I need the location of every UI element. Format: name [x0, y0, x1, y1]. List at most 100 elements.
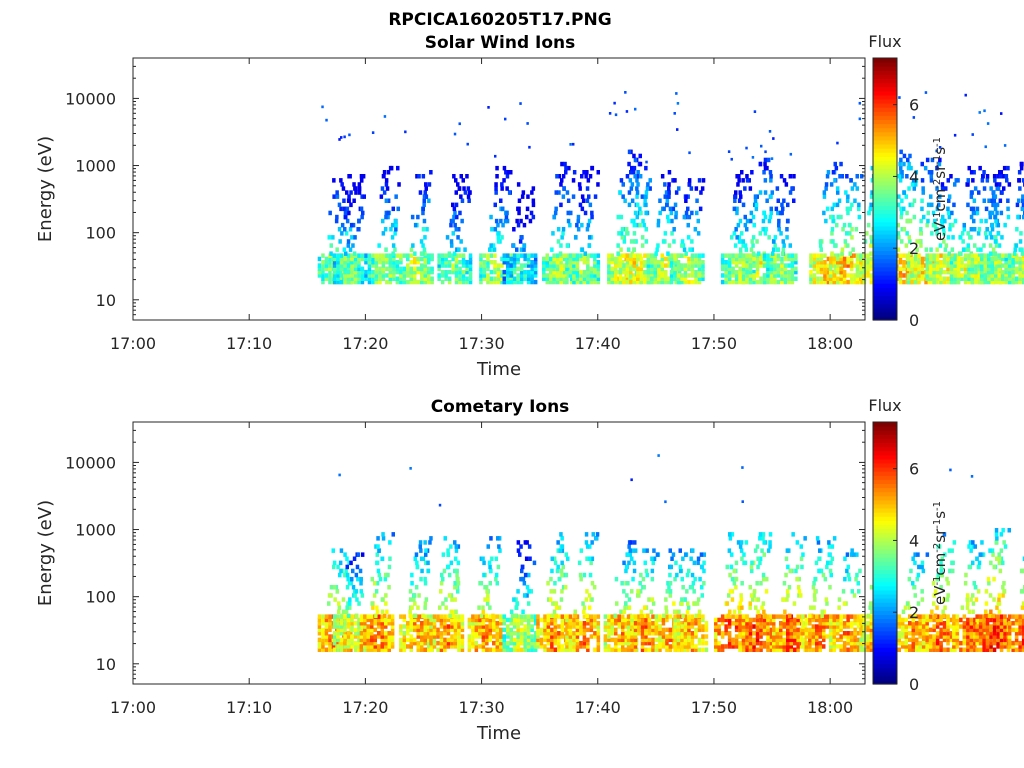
spectrogram-cell [450, 624, 454, 629]
spectrogram-cell [622, 227, 627, 232]
spectrogram-cell [456, 544, 461, 549]
spectrogram-cell [437, 260, 441, 265]
spectrogram-cell [413, 276, 417, 281]
spectrogram-cell [488, 564, 492, 570]
spectrogram-cell [819, 260, 824, 265]
spectrogram-cell [558, 548, 563, 553]
spectrogram-cell [499, 647, 503, 652]
spectrogram-cell [354, 186, 358, 191]
spectrogram-cell [454, 276, 459, 281]
spectrogram-cell [784, 182, 789, 187]
spectrogram-cell [866, 256, 870, 262]
spectrogram-cell [423, 276, 427, 281]
spectrogram-cell [471, 614, 475, 619]
spectrogram-cell [387, 644, 391, 649]
spectrogram-cell [467, 634, 472, 639]
spectrogram-cell [568, 644, 573, 649]
spectrogram-cell [317, 266, 322, 272]
spectrogram-cell [388, 556, 392, 561]
spectrogram-cell [1006, 214, 1011, 220]
spectrogram-cell [366, 614, 370, 619]
spectrogram-cell [906, 157, 910, 163]
spectrogram-cell [621, 614, 625, 619]
spectrogram-cell [844, 190, 848, 195]
spectrogram-cell [585, 544, 590, 549]
spectrogram-cell [357, 624, 361, 629]
spectrogram-cell [680, 637, 684, 643]
spectrogram-cell [1011, 260, 1015, 265]
spectrogram-cell [646, 256, 651, 262]
spectrogram-cell [667, 263, 671, 268]
spectrogram-cell [338, 138, 341, 141]
spectrogram-cell [399, 644, 403, 649]
spectrogram-cell [576, 218, 580, 224]
spectrogram-cell [926, 210, 930, 216]
spectrogram-cell [429, 637, 433, 643]
spectrogram-cell [585, 589, 589, 594]
spectrogram-cell [420, 273, 424, 278]
spectrogram-cell [357, 186, 362, 191]
spectrogram-cell [787, 256, 791, 262]
spectrogram-cell [496, 266, 501, 272]
spectrogram-cell [443, 647, 447, 652]
colorbar-swatch [873, 283, 897, 288]
spectrogram-cell [639, 613, 643, 619]
spectrogram-cell [1014, 276, 1019, 281]
spectrogram-cell [590, 210, 594, 216]
spectrogram-cell [453, 624, 458, 629]
spectrogram-cell [392, 263, 396, 268]
spectrogram-cell [1000, 273, 1005, 278]
spectrogram-cell [483, 597, 487, 602]
spectrogram-cell [582, 273, 587, 278]
spectrogram-cell [935, 273, 940, 278]
spectrogram-cell [348, 605, 352, 610]
spectrogram-cell [660, 266, 664, 272]
spectrogram-cell [669, 273, 674, 278]
spectrogram-cell [321, 637, 325, 643]
spectrogram-cell [727, 266, 732, 272]
spectrogram-cell [561, 231, 565, 236]
spectrogram-cell [920, 263, 925, 268]
spectrogram-cell [423, 647, 427, 652]
spectrogram-cell [336, 627, 340, 633]
spectrogram-cell [451, 202, 455, 208]
spectrogram-cell [463, 190, 468, 195]
colorbar-swatch [873, 70, 897, 75]
spectrogram-cell [353, 647, 358, 652]
spectrogram-cell [453, 540, 457, 545]
spectrogram-cell [560, 161, 564, 167]
spectrogram-cell [963, 276, 968, 281]
spectrogram-cell [339, 206, 343, 212]
spectrogram-cell [686, 222, 690, 228]
spectrogram-cell [392, 273, 396, 278]
spectrogram-cell [870, 239, 874, 244]
spectrogram-cell [336, 624, 340, 629]
spectrogram-cell [900, 174, 904, 179]
spectrogram-cell [773, 260, 777, 265]
spectrogram-cell [920, 273, 925, 278]
spectrogram-cell [392, 269, 396, 275]
spectrogram-cell [661, 644, 666, 649]
spectrogram-cell [468, 190, 472, 195]
spectrogram-cell [582, 170, 586, 175]
spectrogram-cell [479, 273, 483, 278]
spectrogram-cell [839, 273, 843, 278]
spectrogram-cell [962, 222, 966, 228]
spectrogram-cell [339, 627, 344, 633]
spectrogram-cell [493, 227, 498, 232]
spectrogram-cell [638, 253, 642, 258]
spectrogram-cell [831, 170, 836, 175]
spectrogram-cell [568, 222, 572, 228]
spectrogram-cell [357, 644, 361, 649]
spectrogram-cell [321, 266, 325, 272]
spectrogram-cell [377, 243, 381, 248]
spectrogram-cell [610, 647, 614, 652]
spectrogram-cell [416, 260, 420, 265]
spectrogram-cell [559, 263, 563, 268]
spectrogram-cell [904, 243, 909, 248]
spectrogram-cell [767, 218, 772, 224]
spectrogram-cell [653, 260, 657, 265]
spectrogram-cell [907, 161, 911, 167]
spectrogram-cell [644, 647, 648, 652]
spectrogram-cell [346, 634, 351, 639]
